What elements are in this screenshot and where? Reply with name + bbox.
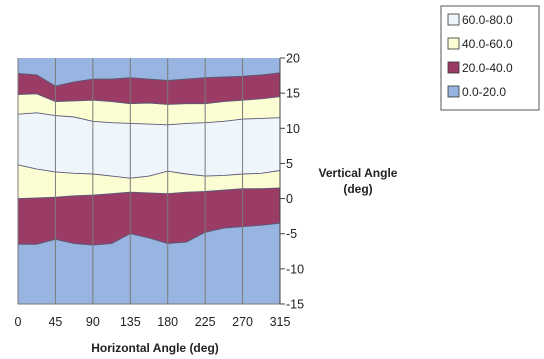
band-40-60-top: [18, 93, 280, 125]
x-tick-label: 135: [120, 315, 141, 329]
y-tick-label: -5: [286, 227, 297, 241]
band-0-20-bottom: [18, 223, 280, 304]
band-0-20-top: [18, 58, 280, 87]
legend-swatch: [447, 37, 460, 50]
legend-label: 0.0-20.0: [462, 85, 506, 99]
x-tick-label: 90: [86, 315, 100, 329]
legend-label: 60.0-80.0: [462, 13, 513, 27]
y-axis-title-line2: (deg): [343, 182, 372, 196]
x-tick-label: 180: [157, 315, 178, 329]
contour-line: [17, 72, 281, 87]
y-tick-label: 10: [286, 122, 300, 136]
legend-swatch: [447, 85, 460, 98]
x-tick-label: 315: [270, 315, 291, 329]
contour-line: [17, 187, 281, 200]
y-tick-label: 15: [286, 87, 300, 101]
x-axis-ticks: 0 45 90 135 180 225 270 315: [15, 315, 291, 329]
y-axis: 20 15 10 5 0 -5 -10 -15: [279, 52, 304, 312]
band-20-40-bottom: [18, 188, 280, 245]
x-axis-title: Horizontal Angle (deg): [91, 341, 219, 355]
x-tick-label: 225: [195, 315, 216, 329]
y-tick-label: -15: [286, 298, 304, 312]
band-60-80: [18, 112, 280, 179]
contour-line: [18, 222, 281, 246]
contour-line: [17, 112, 281, 126]
plot-area: [17, 58, 281, 304]
legend: 60.0-80.0 40.0-60.0 20.0-40.0 0.0-20.0: [440, 5, 540, 111]
legend-label: 20.0-40.0: [462, 61, 513, 75]
y-tick-label: 0: [286, 192, 293, 206]
x-tick-label: 270: [232, 315, 253, 329]
y-tick-label: 5: [286, 157, 293, 171]
legend-swatch: [447, 61, 460, 74]
x-tick-label: 45: [48, 315, 62, 329]
contour-line: [17, 164, 281, 179]
contour-line: [17, 93, 281, 105]
x-tick-label: 0: [15, 315, 22, 329]
y-tick-label: -10: [286, 262, 304, 276]
band-40-60-bottom: [18, 164, 280, 199]
y-tick-label: 20: [286, 52, 300, 66]
y-axis-title-line1: Vertical Angle: [319, 166, 398, 180]
legend-swatch: [447, 13, 460, 26]
legend-label: 40.0-60.0: [462, 37, 513, 51]
